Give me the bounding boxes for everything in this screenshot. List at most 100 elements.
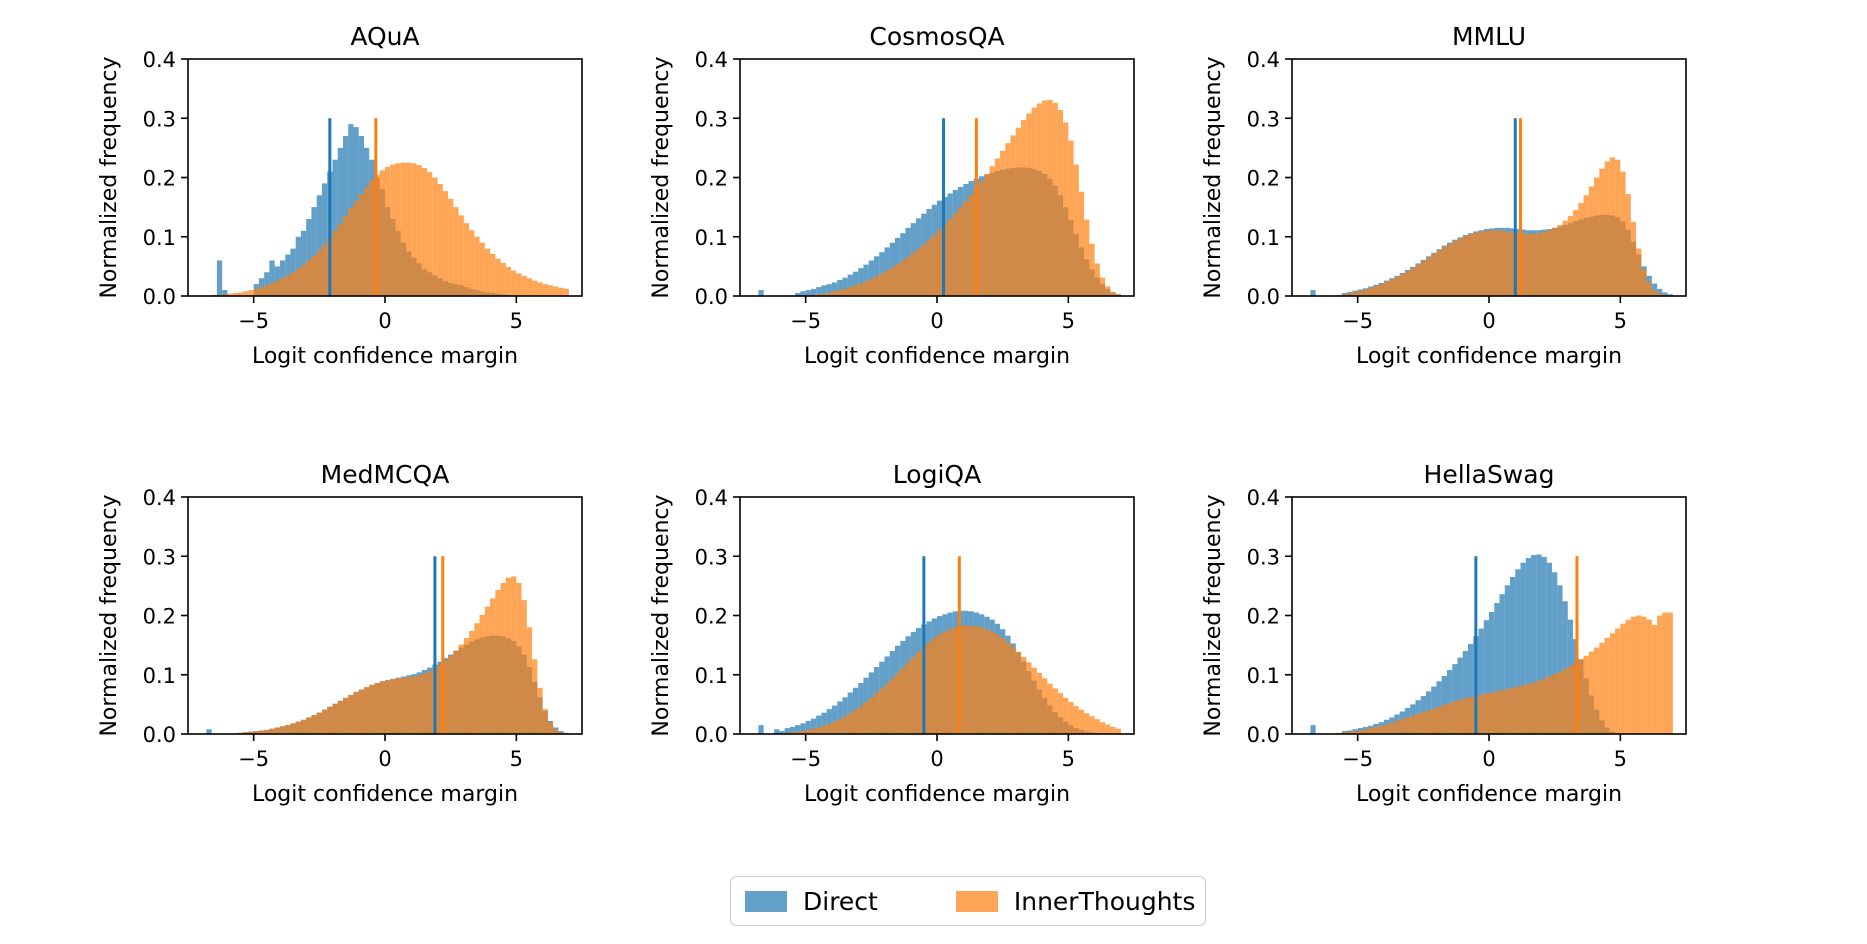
bar-innerthoughts bbox=[526, 627, 533, 734]
bar-innerthoughts bbox=[332, 230, 338, 296]
panel-title: LogiQA bbox=[893, 460, 981, 489]
bar-innerthoughts bbox=[490, 598, 496, 734]
panel-hellaswag: 0.0 0.1 0.2 0.3 0.4 −5 0 5 HellaSwag Logit confid… bbox=[1201, 460, 1687, 807]
bar-innerthoughts bbox=[884, 270, 890, 296]
bar-innerthoughts bbox=[1036, 103, 1043, 296]
bar-direct bbox=[810, 288, 817, 296]
bar-innerthoughts bbox=[248, 290, 254, 296]
bar-innerthoughts bbox=[453, 207, 459, 296]
bar-innerthoughts bbox=[1415, 713, 1421, 734]
bar-innerthoughts bbox=[842, 288, 848, 296]
bar-innerthoughts bbox=[1599, 168, 1605, 296]
bar-innerthoughts bbox=[1341, 294, 1348, 296]
bar-innerthoughts bbox=[1115, 294, 1121, 296]
bar-innerthoughts bbox=[1399, 274, 1405, 296]
bar-innerthoughts bbox=[1531, 233, 1537, 296]
bar-direct bbox=[842, 697, 848, 734]
bar-innerthoughts bbox=[500, 262, 506, 296]
bar-innerthoughts bbox=[1510, 232, 1516, 296]
panel-title: HellaSwag bbox=[1424, 460, 1555, 489]
bar-innerthoughts bbox=[958, 207, 964, 296]
bar-innerthoughts bbox=[1415, 264, 1421, 296]
bar-innerthoughts bbox=[1541, 678, 1547, 734]
bar-innerthoughts bbox=[952, 627, 959, 734]
bar-innerthoughts bbox=[979, 627, 985, 734]
bar-innerthoughts bbox=[1015, 651, 1022, 734]
x-axis-label: Logit confidence margin bbox=[804, 782, 1070, 807]
bar-innerthoughts bbox=[532, 659, 538, 734]
bar-innerthoughts bbox=[931, 638, 937, 734]
bar-innerthoughts bbox=[505, 266, 512, 296]
y-tick-label: 0.4 bbox=[1247, 486, 1280, 510]
bar-innerthoughts bbox=[243, 732, 249, 734]
bar-innerthoughts bbox=[269, 282, 275, 296]
bar-innerthoughts bbox=[1588, 651, 1595, 734]
bar-innerthoughts bbox=[889, 678, 895, 734]
bar-direct bbox=[269, 260, 275, 296]
bar-innerthoughts bbox=[1078, 709, 1085, 734]
bar-innerthoughts bbox=[926, 239, 932, 296]
bar-innerthoughts bbox=[432, 177, 438, 296]
bar-innerthoughts bbox=[905, 256, 911, 296]
bar-innerthoughts bbox=[1352, 731, 1358, 734]
bar-innerthoughts bbox=[521, 275, 527, 296]
bar-innerthoughts bbox=[1489, 230, 1495, 296]
x-tick-label: 5 bbox=[510, 747, 523, 771]
bar-innerthoughts bbox=[1588, 186, 1595, 296]
bar-innerthoughts bbox=[1383, 724, 1390, 734]
y-tick-label: 0.4 bbox=[695, 48, 728, 72]
bar-direct bbox=[821, 712, 827, 734]
bar-innerthoughts bbox=[332, 703, 338, 734]
bar-innerthoughts bbox=[1562, 220, 1568, 296]
bar-direct bbox=[758, 725, 764, 734]
y-axis-label: Normalized frequency bbox=[1201, 56, 1226, 298]
bar-direct bbox=[858, 268, 864, 296]
bar-innerthoughts bbox=[1494, 230, 1500, 296]
bar-innerthoughts bbox=[863, 281, 869, 296]
y-tick-label: 0.2 bbox=[143, 167, 176, 191]
bar-innerthoughts bbox=[511, 576, 517, 734]
bar-innerthoughts bbox=[984, 629, 990, 734]
bar-direct bbox=[805, 720, 811, 734]
bar-innerthoughts bbox=[1404, 717, 1411, 734]
bar-direct bbox=[264, 272, 270, 296]
x-axis-label: Logit confidence margin bbox=[1356, 344, 1622, 369]
bar-direct bbox=[831, 282, 838, 296]
bar-direct bbox=[1536, 554, 1542, 734]
bar-innerthoughts bbox=[1378, 725, 1384, 734]
bar-innerthoughts bbox=[369, 179, 375, 296]
bar-innerthoughts bbox=[1347, 731, 1353, 734]
y-axis-label: Normalized frequency bbox=[1201, 494, 1226, 736]
bar-direct bbox=[789, 726, 796, 734]
bar-innerthoughts bbox=[1015, 127, 1022, 296]
x-tick-label: 5 bbox=[1062, 747, 1075, 771]
legend-direct-label: Direct bbox=[803, 886, 878, 916]
bar-innerthoughts bbox=[1499, 230, 1505, 296]
bar-innerthoughts bbox=[495, 590, 501, 734]
y-tick-label: 0.3 bbox=[695, 107, 728, 131]
bar-innerthoughts bbox=[358, 194, 364, 296]
bar-innerthoughts bbox=[1573, 210, 1579, 296]
bar-innerthoughts bbox=[1073, 706, 1079, 734]
bar-direct bbox=[1657, 288, 1663, 296]
bar-innerthoughts bbox=[264, 729, 270, 734]
y-tick-label: 0.1 bbox=[143, 664, 176, 688]
bar-innerthoughts bbox=[1578, 202, 1584, 296]
bar-innerthoughts bbox=[1483, 230, 1489, 296]
bar-innerthoughts bbox=[1431, 253, 1437, 296]
direct-swatch-icon bbox=[745, 890, 787, 912]
bar-direct bbox=[837, 280, 843, 296]
x-tick-label: 5 bbox=[1614, 309, 1627, 333]
bar-innerthoughts bbox=[847, 287, 853, 296]
bar-innerthoughts bbox=[274, 727, 280, 734]
bar-innerthoughts bbox=[306, 260, 312, 296]
bar-innerthoughts bbox=[973, 626, 980, 734]
bar-innerthoughts bbox=[1347, 293, 1353, 296]
bar-innerthoughts bbox=[1436, 250, 1442, 296]
bar-innerthoughts bbox=[290, 272, 296, 296]
bar-innerthoughts bbox=[1078, 191, 1085, 296]
bar-innerthoughts bbox=[1541, 232, 1547, 296]
bar-innerthoughts bbox=[1457, 238, 1463, 296]
bar-innerthoughts bbox=[873, 276, 880, 296]
